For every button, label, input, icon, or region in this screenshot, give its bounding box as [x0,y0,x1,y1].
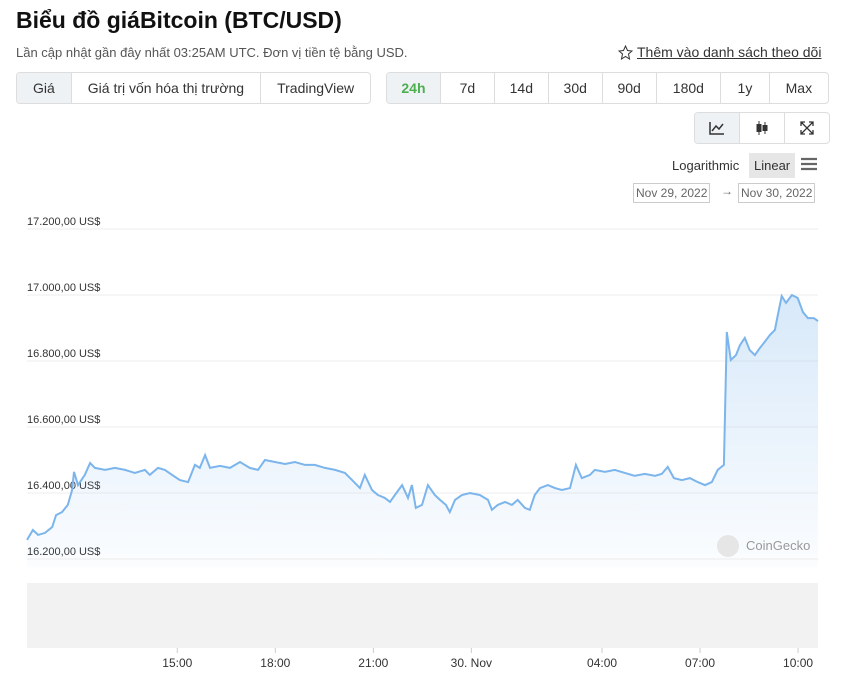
title: Biểu đồ giáBitcoin (BTC/USD) [16,7,342,33]
range-button[interactable]: 1y [721,73,770,103]
x-tick-label: 10:00 [783,656,813,670]
range-button[interactable]: 7d [441,73,495,103]
range-button[interactable]: 14d [495,73,549,103]
candle-chart-button[interactable] [740,113,785,143]
tab[interactable]: TradingView [277,80,355,96]
x-tick-label: 07:00 [685,656,715,670]
x-tick-label: 18:00 [260,656,290,670]
arrow: → [721,184,733,198]
range-button[interactable]: 24h [387,73,441,103]
expand-icon [800,121,814,135]
x-tick-label: 15:00 [162,656,192,670]
menu-icon[interactable] [801,157,817,171]
watermark: CoinGecko [746,538,810,553]
date-from[interactable]: Nov 29, 2022 [633,183,711,203]
linear-option[interactable]: Linear [749,153,796,178]
line-icon [709,122,724,135]
log-option[interactable]: Logarithmic [672,158,740,173]
x-tick-label: 04:00 [587,656,617,670]
navigator [27,583,818,648]
range-button[interactable]: 90d [603,73,657,103]
fullscreen-button[interactable] [785,113,829,143]
chart-type-group [694,112,830,144]
range-button[interactable]: 30d [549,73,603,103]
subtitle: Lần cập nhật gần đây nhất 03:25AM UTC. Đ… [16,45,408,60]
line-chart-button[interactable] [695,113,740,143]
tab-group: Giá Giá trị vốn hóa thị trường TradingVi… [16,72,372,104]
date-to[interactable]: Nov 30, 2022 [738,183,816,203]
range-button[interactable]: 180d [657,73,722,103]
x-tick-label: 30. Nov [451,656,492,670]
y-tick-label: 17.200,00 US$ [27,216,100,228]
range-button[interactable]: Max [785,80,813,96]
area [27,295,818,567]
tab[interactable]: Giá trị vốn hóa thị trường [72,73,262,103]
star-icon [618,44,633,60]
candle-icon [756,121,768,135]
logo [717,535,739,557]
y-tick-label: 16.800,00 US$ [27,348,100,360]
watchlist-text: Thêm vào danh sách theo dõi [637,44,822,60]
tab[interactable]: Giá [17,73,72,103]
x-tick-label: 21:00 [358,656,388,670]
range-group: 24h 7d 14d 30d 90d 180d 1y Max [386,72,829,104]
watchlist-link[interactable]: Thêm vào danh sách theo dõi [618,44,821,60]
y-tick-label: 17.000,00 US$ [27,282,100,294]
y-tick-label: 16.600,00 US$ [27,414,100,426]
price-line [26,293,819,541]
